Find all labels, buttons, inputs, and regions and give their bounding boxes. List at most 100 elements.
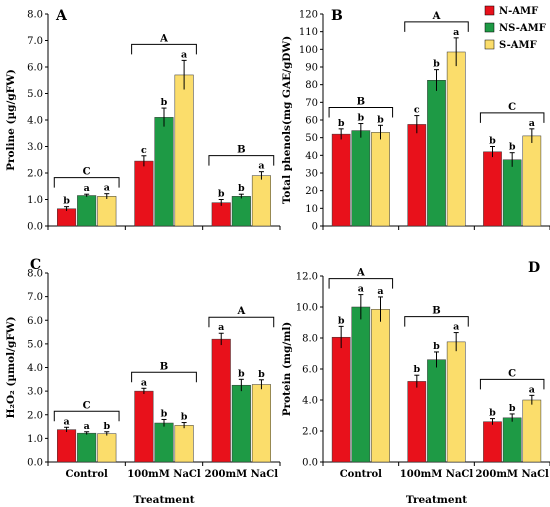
group-label: B bbox=[357, 97, 365, 108]
bar-ns-amf bbox=[502, 159, 522, 227]
bar-n-amf bbox=[483, 151, 502, 227]
y-tick-label: 2.0 bbox=[27, 169, 43, 180]
group-bracket bbox=[131, 43, 197, 55]
significance-label: b bbox=[258, 369, 265, 380]
y-tick-label: 40 bbox=[305, 151, 318, 162]
panel-a: 0.0 1.0 2.0 3.0 4.0 5.0 6.0 7.0 8.0 Proline (µg/g… bbox=[5, 8, 281, 233]
bar-n-amf bbox=[134, 390, 154, 463]
significance-label: b bbox=[489, 136, 496, 147]
group-bracket bbox=[479, 112, 545, 123]
y-tick-label: 50 bbox=[305, 133, 318, 144]
bar-s-amf bbox=[174, 74, 194, 227]
bar-ns-amf bbox=[77, 432, 97, 463]
bar-n-amf bbox=[211, 338, 231, 463]
bar-s-amf bbox=[522, 135, 542, 227]
group-label: A bbox=[236, 306, 245, 317]
bar-s-amf bbox=[371, 132, 390, 227]
significance-label: b bbox=[63, 196, 70, 207]
bar-ns-amf bbox=[351, 306, 371, 463]
y-axis-label: Proline (µg/gFW) bbox=[5, 69, 17, 171]
significance-label: a bbox=[453, 322, 459, 333]
panel-c: 0.0 1.0 2.0 3.0 4.0 5.0 6.0 7.0 8.0 Control 100mM … bbox=[5, 257, 281, 506]
y-tick-label: 12.0 bbox=[296, 272, 318, 283]
group-label: B bbox=[432, 306, 440, 317]
bar-ns-amf bbox=[154, 117, 174, 227]
panel-letter: A bbox=[55, 8, 68, 24]
y-tick-label: 1.0 bbox=[27, 195, 43, 206]
bar-ns-amf bbox=[77, 195, 97, 227]
legend: N-AMF NS-AMF S-AMF bbox=[484, 5, 546, 51]
y-tick-label: 70 bbox=[305, 98, 318, 109]
significance-label: b bbox=[433, 59, 440, 70]
significance-label: b bbox=[489, 408, 496, 419]
significance-label: a bbox=[141, 377, 147, 388]
significance-label: a bbox=[453, 27, 459, 38]
significance-label: b bbox=[161, 408, 168, 419]
x-tick-label: Control bbox=[340, 469, 382, 480]
bar-ns-amf bbox=[427, 359, 446, 463]
significance-label: b bbox=[413, 364, 420, 375]
bar-s-amf bbox=[251, 384, 271, 463]
significance-label: b bbox=[433, 341, 440, 352]
group-bracket bbox=[131, 371, 197, 383]
bar-n-amf bbox=[483, 421, 502, 463]
group-bracket bbox=[208, 155, 275, 166]
group-bracket bbox=[53, 410, 120, 422]
bar-s-amf bbox=[371, 309, 390, 463]
group-label: C bbox=[508, 102, 516, 113]
x-tick-label: 200mM NaCl bbox=[475, 469, 549, 480]
panel-b: 0 10 20 30 40 50 60 70 80 90 100 110 120 Total phenol… bbox=[281, 8, 550, 233]
group-label: B bbox=[160, 361, 168, 372]
legend-label-ns-amf: NS-AMF bbox=[499, 23, 546, 34]
x-tick-label: Control bbox=[66, 469, 108, 480]
significance-label: b bbox=[509, 142, 516, 153]
y-tick-label: 20 bbox=[305, 186, 318, 197]
panel-letter: B bbox=[331, 8, 343, 24]
bar-n-amf bbox=[407, 381, 427, 463]
group-label: C bbox=[508, 368, 516, 379]
y-tick-label: 2.0 bbox=[27, 410, 43, 421]
y-tick-label: 8.0 bbox=[302, 334, 318, 345]
y-tick-label: 5.0 bbox=[27, 89, 43, 100]
legend-swatch-s-amf bbox=[484, 39, 495, 50]
group-bracket bbox=[479, 378, 545, 390]
y-tick-label: 8.0 bbox=[27, 269, 43, 280]
group-bracket bbox=[208, 316, 275, 328]
y-tick-label: 110 bbox=[299, 27, 318, 38]
y-tick-label: 4.0 bbox=[27, 363, 43, 374]
x-axis-label: Treatment bbox=[133, 494, 194, 506]
significance-label: a bbox=[258, 161, 264, 172]
group-label: C bbox=[83, 167, 91, 178]
significance-label: b bbox=[509, 403, 516, 414]
significance-label: b bbox=[218, 189, 225, 200]
legend-swatch-n-amf bbox=[484, 5, 495, 16]
y-tick-label: 30 bbox=[305, 169, 318, 180]
y-tick-label: 5.0 bbox=[27, 339, 43, 350]
y-axis-label: H₂O₂ (µmol/gFW) bbox=[5, 316, 17, 418]
group-bracket bbox=[328, 278, 394, 289]
bar-ns-amf bbox=[231, 384, 251, 463]
bar-n-amf bbox=[57, 429, 77, 463]
group-label: B bbox=[237, 145, 245, 156]
y-tick-label: 6.0 bbox=[27, 316, 43, 327]
y-tick-label: 6.0 bbox=[27, 63, 43, 74]
significance-label: a bbox=[104, 183, 110, 194]
bar-n-amf bbox=[407, 124, 427, 227]
significance-label: a bbox=[84, 183, 90, 194]
significance-label: b bbox=[377, 114, 384, 125]
group-label: A bbox=[432, 11, 441, 22]
group-bracket bbox=[53, 177, 120, 188]
legend-swatch-ns-amf bbox=[484, 22, 495, 33]
significance-label: c bbox=[414, 105, 420, 116]
bar-s-amf bbox=[522, 399, 542, 463]
bar-n-amf bbox=[134, 160, 154, 227]
significance-label: b bbox=[161, 97, 168, 108]
significance-label: b bbox=[238, 183, 245, 194]
x-tick-label: 100mM NaCl bbox=[400, 469, 474, 480]
bar-s-amf bbox=[97, 433, 117, 463]
significance-label: b bbox=[338, 315, 345, 326]
significance-label: a bbox=[529, 118, 535, 129]
y-axis-label: Total phenols(mg GAE/gDW) bbox=[281, 36, 293, 204]
y-tick-label: 0.0 bbox=[27, 222, 43, 233]
